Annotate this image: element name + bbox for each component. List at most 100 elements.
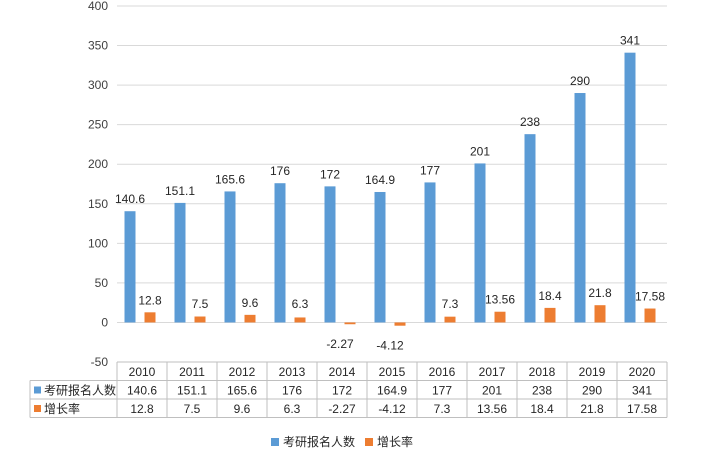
table-legend-key bbox=[34, 405, 41, 412]
bar-applicants bbox=[524, 134, 536, 323]
bar-growth-rate bbox=[544, 307, 556, 323]
bar-applicants bbox=[424, 182, 436, 323]
data-table: 2010 2011 2012 2013 2014 2015 2016 2017 2018 2019… bbox=[29, 361, 668, 418]
table-series-name: 考研报名人数 bbox=[44, 383, 116, 398]
bar-applicants bbox=[624, 52, 636, 323]
x-tick-label: 2011 bbox=[179, 365, 205, 379]
bar-growth-rate bbox=[644, 308, 656, 323]
y-tick-label: 250 bbox=[88, 118, 108, 132]
data-label-growth-rate: 13.56 bbox=[485, 293, 515, 307]
table-cell: 21.8 bbox=[580, 402, 604, 416]
table-cell: 151.1 bbox=[177, 384, 207, 398]
table-cell: 140.6 bbox=[127, 384, 157, 398]
legend: 考研报名人数 增长率 bbox=[271, 434, 413, 449]
y-tick-label: 150 bbox=[88, 197, 108, 211]
table-cell: -2.27 bbox=[328, 402, 356, 416]
bar-growth-rate bbox=[194, 316, 206, 323]
bar-growth-rate bbox=[394, 322, 406, 326]
data-label-applicants: 164.9 bbox=[365, 173, 395, 187]
table-cell: 201 bbox=[482, 384, 502, 398]
table-cell: 7.3 bbox=[434, 402, 451, 416]
data-label-applicants: 238 bbox=[520, 115, 540, 129]
x-tick-label: 2015 bbox=[379, 365, 406, 379]
bar-growth-rate bbox=[594, 305, 606, 323]
data-label-growth-rate: 9.6 bbox=[242, 296, 259, 310]
y-tick-label: 50 bbox=[95, 276, 109, 290]
table-legend-key bbox=[34, 386, 41, 394]
table-cell: 17.58 bbox=[627, 402, 657, 416]
data-label-growth-rate: -4.12 bbox=[376, 339, 404, 353]
data-label-applicants: 151.1 bbox=[165, 184, 195, 198]
x-tick-label: 2018 bbox=[529, 365, 556, 379]
legend-key-applicants bbox=[271, 438, 279, 446]
table-cell: 18.4 bbox=[530, 402, 554, 416]
table-cell: 13.56 bbox=[477, 402, 507, 416]
x-tick-label: 2013 bbox=[279, 365, 306, 379]
y-tick-label: 100 bbox=[88, 236, 108, 250]
bar-applicants bbox=[374, 191, 386, 323]
y-tick-label: 350 bbox=[88, 39, 108, 53]
data-label-growth-rate: 21.8 bbox=[588, 286, 612, 300]
bar-growth-rate bbox=[444, 316, 456, 323]
data-label-growth-rate: 7.5 bbox=[192, 297, 209, 311]
data-label-growth-rate: 17.58 bbox=[635, 290, 665, 304]
bar-growth-rate bbox=[344, 322, 356, 325]
y-tick-label: -50 bbox=[91, 355, 109, 369]
data-label-applicants: 176 bbox=[270, 164, 290, 178]
table-cell: 172 bbox=[332, 384, 352, 398]
table-series-name: 增长率 bbox=[44, 401, 80, 416]
y-axis: 400 350 300 250 200 150 100 50 0 -50 bbox=[88, 0, 108, 369]
table-cell: 6.3 bbox=[284, 402, 301, 416]
table-cell: 176 bbox=[282, 384, 302, 398]
data-label-applicants: 341 bbox=[620, 34, 640, 48]
bar-applicants bbox=[174, 202, 186, 323]
table-cell: 177 bbox=[432, 384, 452, 398]
data-label-applicants: 165.6 bbox=[215, 172, 245, 186]
table-cell: 165.6 bbox=[227, 384, 257, 398]
bar-growth-rate bbox=[494, 311, 506, 323]
bar-growth-rate bbox=[144, 312, 156, 323]
legend-label-growth-rate: 增长率 bbox=[377, 434, 413, 449]
x-tick-label: 2020 bbox=[629, 365, 656, 379]
table-cell: 9.6 bbox=[234, 402, 251, 416]
table-cell: 341 bbox=[632, 384, 652, 398]
bar-applicants bbox=[474, 163, 486, 323]
data-labels: 140.6 12.8 151.1 7.5 165.6 9.6 176 6.3 172 -2.27 1… bbox=[115, 34, 665, 353]
table-cell: 164.9 bbox=[377, 384, 407, 398]
data-label-applicants: 172 bbox=[320, 167, 340, 181]
x-tick-label: 2019 bbox=[579, 365, 606, 379]
bar-applicants bbox=[124, 211, 136, 323]
bar-applicants bbox=[224, 191, 236, 323]
data-label-growth-rate: 18.4 bbox=[538, 289, 562, 303]
x-tick-label: 2012 bbox=[229, 365, 256, 379]
bar-applicants bbox=[574, 93, 586, 323]
x-tick-label: 2017 bbox=[479, 365, 506, 379]
bars bbox=[124, 52, 656, 326]
table-cell: 290 bbox=[582, 384, 602, 398]
data-label-applicants: 201 bbox=[470, 144, 490, 158]
data-label-applicants: 290 bbox=[570, 74, 590, 88]
table-cell: 7.5 bbox=[184, 402, 201, 416]
data-label-growth-rate: 6.3 bbox=[292, 297, 309, 311]
bar-growth-rate bbox=[294, 317, 306, 323]
x-tick-label: 2016 bbox=[429, 365, 456, 379]
data-label-growth-rate: 12.8 bbox=[138, 293, 162, 307]
y-tick-label: 0 bbox=[101, 315, 108, 329]
bar-growth-rate bbox=[244, 314, 256, 323]
data-label-applicants: 177 bbox=[420, 163, 440, 177]
table-cell: 12.8 bbox=[130, 402, 154, 416]
legend-key-growth-rate bbox=[365, 438, 373, 446]
y-tick-label: 300 bbox=[88, 78, 108, 92]
data-label-growth-rate: -2.27 bbox=[326, 337, 354, 351]
bar-applicants bbox=[324, 186, 336, 323]
data-label-applicants: 140.6 bbox=[115, 192, 145, 206]
table-cell: 238 bbox=[532, 384, 552, 398]
legend-label-applicants: 考研报名人数 bbox=[283, 434, 355, 449]
x-tick-label: 2010 bbox=[129, 365, 156, 379]
y-tick-label: 200 bbox=[88, 157, 108, 171]
bar-applicants bbox=[274, 183, 286, 323]
y-tick-label: 400 bbox=[88, 0, 108, 13]
table-cell: -4.12 bbox=[378, 402, 406, 416]
data-label-growth-rate: 7.3 bbox=[442, 297, 459, 311]
